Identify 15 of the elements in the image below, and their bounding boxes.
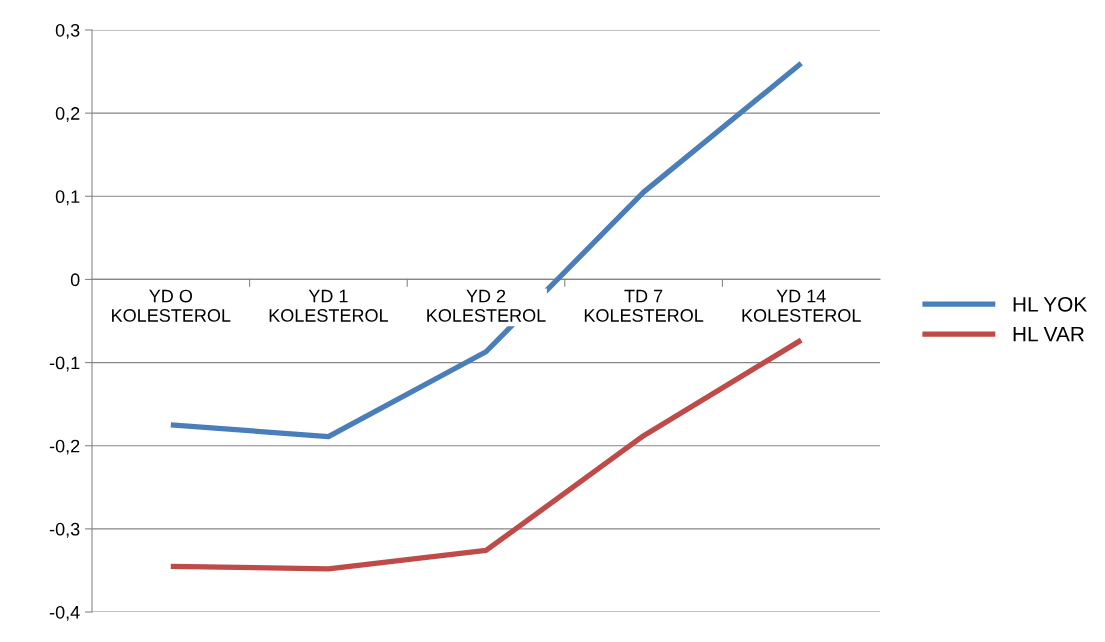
y-tick-label: -0,2 xyxy=(49,439,80,455)
x-tick-label: YD 14 KOLESTEROL xyxy=(742,289,861,322)
x-tick-label: YD 2 KOLESTEROL xyxy=(427,289,546,322)
y-tick-label: 0 xyxy=(70,273,80,287)
x-tick-label: YD O KOLESTEROL xyxy=(112,289,231,322)
y-tick-label: 0,3 xyxy=(55,23,80,39)
legend-label: HL VAR xyxy=(1013,326,1084,342)
y-tick-label: -0,3 xyxy=(49,522,80,538)
y-tick-label: -0,1 xyxy=(49,356,80,372)
y-tick-label: 0,1 xyxy=(55,190,80,206)
x-tick-label: YD 1 KOLESTEROL xyxy=(269,289,389,322)
y-tick-label: 0,2 xyxy=(55,107,80,122)
y-tick-label: -0,4 xyxy=(49,605,80,621)
legend-label: HL YOK xyxy=(1013,296,1088,312)
x-tick-label: TD 7 KOLESTEROL xyxy=(584,289,704,322)
